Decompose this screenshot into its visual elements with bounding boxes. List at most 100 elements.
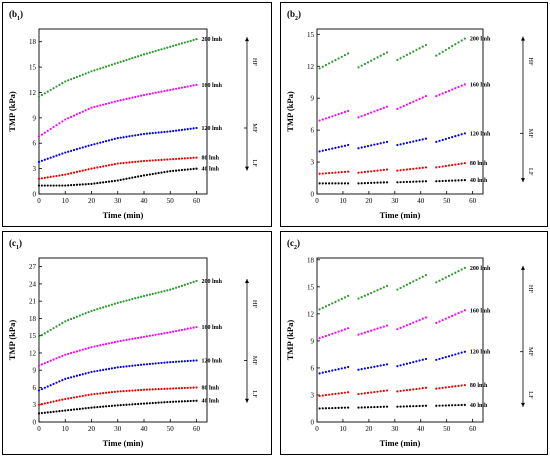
data-point <box>64 320 67 323</box>
chart-c2: 0 10 20 30 40 50 60 0 3 6 9 12 15 18 Time (min) TMP (kP… <box>285 256 534 448</box>
x-tick-label: 0 <box>315 197 319 205</box>
data-point <box>137 336 140 339</box>
data-point <box>87 107 90 111</box>
data-point <box>55 399 58 403</box>
data-point <box>379 405 382 408</box>
data-point <box>373 57 376 61</box>
data-point <box>421 275 424 278</box>
data-point <box>373 143 376 146</box>
data-point <box>93 392 96 396</box>
series-40-lmh <box>37 167 198 187</box>
data-point <box>148 92 151 95</box>
data-point <box>102 392 105 395</box>
data-point <box>447 136 451 140</box>
data-point <box>116 162 119 165</box>
data-point <box>402 363 405 366</box>
data-point <box>324 182 328 185</box>
data-point <box>151 92 154 95</box>
data-point <box>104 180 108 184</box>
data-point <box>379 390 382 393</box>
series-80-lmh <box>318 162 466 175</box>
data-point <box>69 408 73 411</box>
data-point <box>438 279 441 282</box>
data-point <box>58 323 61 326</box>
data-point <box>58 184 61 187</box>
data-point <box>93 370 96 373</box>
y-tick-label: 12 <box>307 63 315 71</box>
data-point <box>37 135 41 138</box>
data-point <box>343 366 347 369</box>
data-point <box>451 354 454 357</box>
data-point <box>154 159 157 162</box>
data-point <box>402 405 405 408</box>
data-point <box>441 165 444 168</box>
data-point <box>52 175 55 178</box>
data-point <box>110 63 114 66</box>
data-point <box>373 365 376 368</box>
data-point <box>113 390 116 393</box>
series-label: 200 lmh <box>202 37 223 43</box>
data-point <box>139 295 143 298</box>
x-tick-label: 50 <box>443 197 451 205</box>
data-point <box>75 75 79 79</box>
data-point <box>75 170 79 174</box>
data-point <box>107 391 111 394</box>
data-point <box>334 182 337 185</box>
data-point <box>405 283 409 286</box>
y-tick-label: 3 <box>33 401 37 409</box>
data-point <box>451 88 454 91</box>
data-point <box>463 350 466 353</box>
series-label: 160 lmh <box>470 82 491 88</box>
data-point <box>402 325 405 328</box>
data-point <box>421 387 424 390</box>
data-point <box>421 45 424 48</box>
data-point <box>125 365 128 368</box>
x-tick-label: 0 <box>37 197 41 205</box>
data-point <box>183 128 186 131</box>
data-point <box>81 110 84 113</box>
data-point <box>376 327 379 330</box>
data-point <box>72 114 76 117</box>
data-point <box>396 328 399 331</box>
data-point <box>328 303 331 306</box>
data-point <box>396 288 399 291</box>
data-point <box>370 59 373 62</box>
data-point <box>157 291 160 294</box>
data-point <box>99 369 102 372</box>
data-point <box>174 87 178 90</box>
y-tick-label: 0 <box>33 191 37 199</box>
data-point <box>379 142 382 145</box>
data-point <box>131 96 134 99</box>
data-point <box>408 388 412 391</box>
data-point <box>90 106 93 109</box>
data-point <box>128 298 131 301</box>
data-point <box>451 273 454 276</box>
y-tick-label: 12 <box>29 349 37 357</box>
data-point <box>174 169 178 172</box>
data-point <box>169 88 172 92</box>
data-point <box>186 168 189 171</box>
data-point <box>347 327 350 330</box>
data-point <box>186 359 189 363</box>
data-point <box>357 297 360 300</box>
data-point <box>58 356 61 359</box>
data-point <box>438 165 441 169</box>
data-point <box>137 160 140 163</box>
data-point <box>192 359 195 362</box>
data-point <box>67 79 70 82</box>
data-point <box>363 62 366 66</box>
data-point <box>122 390 125 393</box>
data-point <box>360 146 363 149</box>
data-point <box>451 163 454 167</box>
data-point <box>169 400 172 403</box>
y-tick-label: 3 <box>33 165 37 173</box>
data-point <box>125 161 128 164</box>
data-point <box>331 147 334 150</box>
data-point <box>163 361 166 364</box>
data-point <box>90 406 93 409</box>
data-point <box>177 43 181 46</box>
data-point <box>131 134 134 137</box>
data-point <box>113 179 116 182</box>
x-tick-label: 10 <box>339 197 347 205</box>
y-tick-label: 3 <box>311 159 315 167</box>
